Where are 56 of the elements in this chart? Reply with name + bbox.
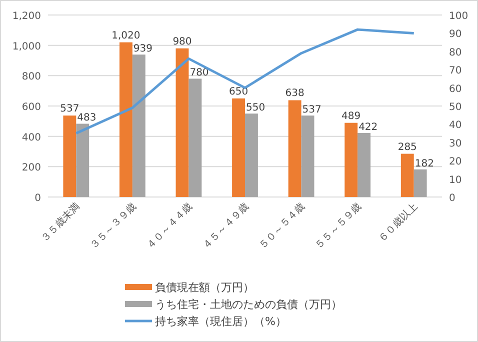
y-tick-label: 200 — [22, 162, 41, 174]
data-label: 980 — [172, 36, 192, 48]
data-label: 285 — [398, 142, 417, 153]
y2-tick-label: 20 — [449, 156, 462, 168]
y-tick-label: 400 — [22, 132, 41, 144]
bar — [288, 100, 302, 197]
data-label: 780 — [190, 68, 209, 79]
bar — [232, 98, 245, 197]
data-label: 537 — [60, 104, 80, 115]
data-label: 650 — [228, 86, 248, 98]
data-label: 638 — [285, 88, 304, 100]
y2-tick-label: 10 — [449, 174, 462, 186]
data-label: 1,020 — [112, 30, 140, 42]
y2-tick-label: 100 — [449, 11, 468, 22]
y2-tick-label: 30 — [449, 138, 462, 150]
bar — [245, 114, 258, 197]
data-label: 489 — [342, 110, 361, 122]
x-tick-label: ４５～４９歳 — [200, 200, 252, 252]
bar — [358, 132, 371, 197]
legend-label: 持ち家率（現住居）（%） — [155, 315, 286, 328]
data-label: 483 — [77, 112, 96, 124]
data-label: 537 — [302, 104, 322, 116]
data-label: 939 — [133, 44, 153, 55]
y2-tick-label: 70 — [449, 66, 462, 77]
bar — [176, 48, 189, 197]
x-tick-label: ５５～５９歳 — [312, 200, 364, 252]
x-tick-label: ６０歳以上 — [376, 200, 420, 244]
y2-tick-label: 90 — [449, 29, 462, 40]
y-tick-label: 1,200 — [12, 11, 41, 22]
bar — [63, 116, 76, 197]
data-label: 422 — [358, 122, 378, 133]
bar — [132, 54, 146, 197]
x-tick-label: ５０～５４歳 — [256, 200, 308, 252]
bar — [76, 124, 90, 197]
legend-label: 負債現在額（万円） — [155, 281, 254, 294]
bar — [400, 154, 414, 197]
bar — [414, 169, 427, 197]
y2-tick-label: 50 — [449, 102, 462, 113]
bar — [301, 116, 314, 197]
x-tick-label: ３５歳未満 — [38, 200, 82, 244]
y-tick-label: 1,000 — [12, 41, 41, 52]
bar — [119, 42, 132, 197]
x-tick-label: ３５～３９歳 — [88, 200, 139, 252]
y-tick-label: 800 — [22, 72, 41, 83]
legend-label: うち住宅・土地のための負債（万円） — [155, 298, 342, 311]
x-tick-label: ４０～４４歳 — [144, 200, 195, 252]
y-tick-label: 600 — [22, 102, 41, 113]
y2-tick-label: 60 — [449, 84, 462, 95]
y-tick-label: 0 — [34, 193, 41, 204]
bar — [344, 122, 358, 197]
data-label: 182 — [414, 158, 434, 170]
y2-tick-label: 40 — [449, 120, 462, 132]
y2-tick-label: 0 — [449, 193, 456, 204]
bar — [188, 78, 202, 197]
y2-tick-label: 80 — [449, 47, 462, 58]
data-label: 550 — [246, 102, 266, 114]
